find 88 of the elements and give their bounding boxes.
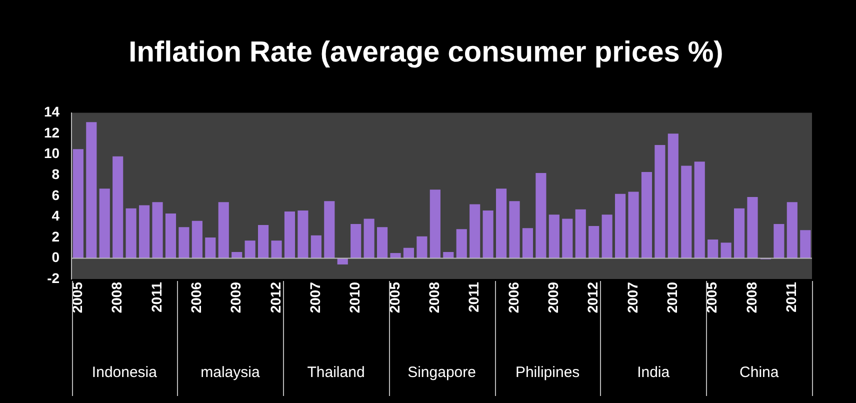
bar (377, 227, 388, 258)
x-tick-label: 2005 (386, 282, 402, 314)
bar (86, 122, 97, 258)
y-tick-label: 10 (44, 145, 60, 162)
bar (364, 218, 374, 258)
bar (456, 229, 467, 258)
bar (641, 172, 652, 258)
chart-title: Inflation Rate (average consumer prices %) (128, 36, 724, 68)
bar (720, 242, 732, 258)
x-tick-label: 2007 (307, 282, 324, 314)
bar (588, 226, 600, 258)
bar (681, 166, 692, 258)
bar (668, 134, 678, 258)
bar (205, 237, 216, 258)
bar (139, 205, 150, 258)
bar (430, 190, 440, 258)
bar (258, 224, 269, 258)
y-tick-label: 4 (52, 208, 60, 224)
bar (602, 214, 612, 258)
bar (244, 240, 256, 258)
x-tick-label: 2005 (704, 282, 720, 314)
y-tick-label: 2 (52, 228, 60, 244)
text: China (740, 364, 780, 382)
bar (654, 145, 666, 258)
bar (99, 188, 110, 258)
bar (284, 211, 296, 258)
bar (774, 224, 784, 258)
bar (310, 235, 322, 258)
bar (271, 240, 282, 258)
bar (536, 173, 546, 258)
x-tick-label: 2011 (148, 282, 164, 312)
bar (337, 258, 348, 264)
bar (694, 162, 705, 258)
x-tick-label: 2009 (545, 282, 562, 314)
text: malaysia (200, 364, 260, 382)
bar (482, 210, 494, 258)
bar (800, 230, 811, 258)
bar (152, 202, 163, 258)
bar (562, 218, 573, 258)
bar (734, 208, 745, 258)
bar (496, 188, 507, 258)
y-tick-label: 0 (52, 249, 60, 266)
text: Singapore (408, 364, 476, 382)
bar (575, 209, 586, 258)
x-tick-label: 2006 (505, 282, 522, 314)
bar (218, 202, 229, 258)
bar (628, 192, 639, 258)
text: Philipines (515, 364, 580, 382)
x-tick-label: 2012 (584, 282, 601, 314)
bar (350, 224, 362, 258)
y-tick-label: 8 (52, 166, 60, 182)
bar (786, 202, 798, 258)
text: India (637, 364, 670, 382)
x-tick-label: 2008 (426, 282, 442, 314)
x-tick-label: 2009 (228, 282, 244, 314)
bar (298, 210, 308, 258)
x-tick-label: 2011 (783, 282, 800, 312)
x-tick-label: 2008 (743, 282, 760, 314)
x-tick-label: 2008 (108, 282, 125, 314)
bar (708, 240, 718, 258)
text: Thailand (307, 364, 365, 382)
bar (548, 214, 560, 258)
x-tick-label: 2010 (346, 282, 363, 314)
x-tick-label: 2011 (466, 282, 482, 312)
bar (614, 194, 626, 258)
bar (192, 220, 202, 258)
y-tick-label: 6 (52, 186, 60, 203)
x-tick-label: 2006 (188, 282, 204, 314)
y-tick-label: 14 (44, 104, 60, 120)
bar (390, 253, 401, 258)
bar (165, 214, 176, 258)
bar (126, 208, 136, 258)
bar (403, 248, 414, 258)
bar (470, 204, 480, 258)
y-tick-label: 12 (44, 124, 60, 140)
bar (178, 227, 190, 258)
x-tick-label: 2010 (664, 282, 680, 314)
x-tick-label: 2007 (624, 282, 640, 314)
bar (416, 236, 428, 258)
x-tick-label: 2012 (267, 282, 284, 314)
bar (522, 228, 534, 258)
y-tick-label: -2 (47, 270, 60, 286)
bar (509, 201, 520, 258)
bar (112, 156, 124, 258)
bar (747, 196, 758, 258)
bar (72, 149, 84, 258)
bar (324, 201, 335, 258)
text: Indonesia (92, 364, 158, 382)
